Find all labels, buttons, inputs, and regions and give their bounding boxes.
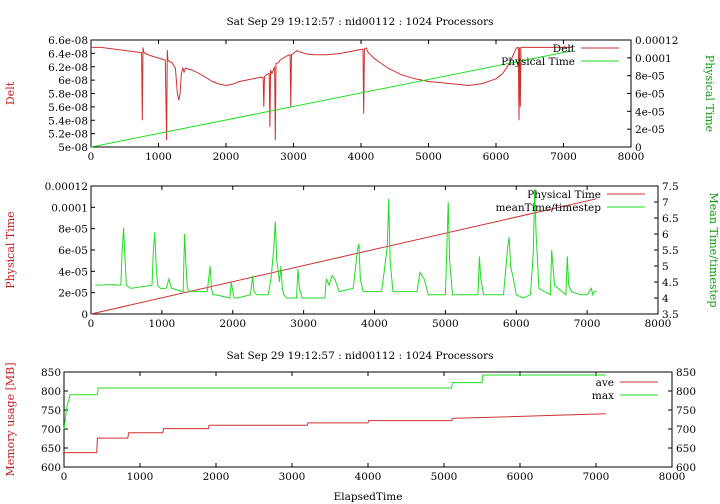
y-left-tick-label: 850 [41,367,61,379]
y-right-tick-label: 8e-05 [635,71,665,83]
y-right-tick-label: 4e-05 [635,106,665,118]
y-left-tick-label: 650 [41,443,61,455]
legend-label: Physical Time [527,189,601,201]
x-tick-label: 8000 [659,471,686,483]
bottom-title: Sat Sep 29 19:12:57 : nid00112 : 1024 Pr… [226,350,493,362]
y-left-tick-label: 4e-05 [58,266,88,278]
y-right-tick-label: 7 [662,197,669,209]
x-tick-label: 0 [88,151,95,163]
plot-frame-2 [63,371,673,468]
y-right-tick-label: 2e-05 [635,124,665,136]
y-left-tick-label: 6e-05 [58,245,88,257]
y-left-tick-label: 0.0001 [51,202,88,214]
y-left-tick-label: 2e-05 [58,288,88,300]
y-right-tick-label: 850 [676,367,696,379]
x-tick-label: 0 [88,318,95,330]
x-tick-label: 6000 [483,151,510,163]
series-line-physical-time [90,198,597,315]
y-axis-label-left: Memory usage [MB] [4,362,17,476]
y-right-tick-label: 0.0001 [635,53,672,65]
y-left-tick-label: 600 [41,462,61,474]
y-left-tick-label: 5e-08 [58,142,88,154]
y-left-tick-label: 0 [81,309,88,321]
x-tick-label: 5000 [415,151,442,163]
y-left-tick-label: 5.2e-08 [48,129,88,141]
x-tick-label: 5000 [432,318,459,330]
legend-label: max [592,390,614,402]
y-left-tick-label: 8e-05 [58,224,88,236]
x-tick-label: 4000 [355,471,382,483]
x-tick-label: 1000 [149,318,176,330]
x-tick-label: 1000 [127,471,154,483]
x-tick-label: 6000 [503,318,530,330]
y-left-tick-label: 5.6e-08 [48,102,88,114]
y-axis-label-left: Delt [4,81,17,105]
x-tick-label: 6000 [507,471,534,483]
y-left-tick-label: 5.8e-08 [48,89,88,101]
y-right-tick-label: 600 [676,462,696,474]
y-right-tick-label: 650 [676,443,696,455]
y-left-tick-label: 6.6e-08 [48,35,88,47]
x-tick-label: 8000 [618,151,645,163]
x-tick-label: 0 [61,471,68,483]
x-tick-label: 2000 [213,151,240,163]
x-tick-label: 1000 [145,151,172,163]
y-left-tick-label: 750 [41,405,61,417]
y-right-tick-label: 6e-05 [635,89,665,101]
x-tick-label: 2000 [219,318,246,330]
x-tick-label: 5000 [431,471,458,483]
x-tick-label: 8000 [645,318,672,330]
y-left-tick-label: 700 [41,424,61,436]
series-line-max [63,374,606,430]
legend-label: Delt [553,43,576,55]
x-tick-label: 3000 [279,471,306,483]
x-tick-label: 7000 [550,151,577,163]
legend-label: Physical Time [501,56,575,68]
series-line-physical-time [90,50,573,148]
y-right-tick-label: 0.00012 [635,35,678,47]
y-left-tick-label: 6.2e-08 [48,62,88,74]
x-tick-label: 7000 [574,318,601,330]
x-axis-label: ElapsedTime [334,491,403,503]
x-tick-label: 3000 [280,151,307,163]
y-axis-label-right: Mean Time/timestep [707,193,720,308]
y-left-tick-label: 6.4e-08 [48,48,88,60]
y-right-tick-label: 5 [662,261,669,273]
top-title: Sat Sep 29 19:12:57 : nid00112 : 1024 Pr… [226,16,493,28]
y-right-tick-label: 5.5 [662,245,679,257]
y-left-tick-label: 800 [41,386,61,398]
y-right-tick-label: 4 [662,293,669,305]
y-right-tick-label: 6 [662,229,669,241]
series-line-delt [91,46,573,141]
series-line-ave [64,413,606,454]
y-left-tick-label: 5.4e-08 [48,115,88,127]
x-tick-label: 3000 [290,318,317,330]
y-axis-label-left: Physical Time [4,211,17,288]
y-right-tick-label: 700 [676,424,696,436]
y-right-tick-label: 7.5 [662,181,679,193]
y-right-tick-label: 3.5 [662,309,679,321]
x-tick-label: 4000 [348,151,375,163]
y-axis-label-right: Physical Time [703,55,716,132]
y-right-tick-label: 4.5 [662,277,679,289]
y-left-tick-label: 6e-08 [58,75,88,87]
x-tick-label: 4000 [361,318,388,330]
legend-label: meanTime/timestep [495,202,601,214]
y-right-tick-label: 750 [676,405,696,417]
series-line-meantime-timestep [95,189,597,299]
y-right-tick-label: 0 [635,142,642,154]
x-tick-label: 2000 [203,471,230,483]
y-left-tick-label: 0.00012 [45,181,88,193]
y-right-tick-label: 6.5 [662,213,679,225]
x-tick-label: 7000 [583,471,610,483]
legend-label: ave [596,377,614,389]
y-right-tick-label: 800 [676,386,696,398]
